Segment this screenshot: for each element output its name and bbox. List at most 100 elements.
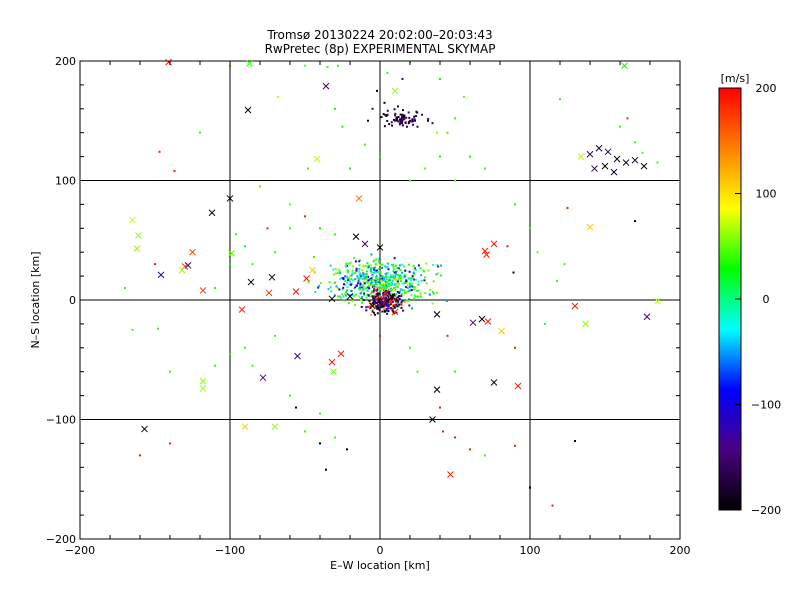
data-point-dot xyxy=(352,272,355,275)
data-point-dot xyxy=(367,265,370,268)
data-point-dot xyxy=(319,412,321,415)
data-point-cross xyxy=(322,82,330,90)
data-point-dot xyxy=(370,253,373,256)
data-point-dot xyxy=(377,258,380,261)
data-point-dot xyxy=(414,278,417,281)
data-point-dot xyxy=(386,302,389,305)
data-point-dot xyxy=(369,305,372,308)
data-point-dot xyxy=(359,276,362,279)
data-point-dot xyxy=(419,295,422,298)
data-point-dot xyxy=(385,309,388,312)
data-point-dot xyxy=(349,261,352,264)
data-point-dot xyxy=(381,310,384,313)
data-point-dot xyxy=(391,300,394,303)
data-point-dot xyxy=(332,273,335,276)
data-point-dot xyxy=(317,286,320,289)
data-point-cross xyxy=(178,266,186,274)
data-point-cross xyxy=(601,162,609,170)
data-point-dot xyxy=(386,265,389,268)
data-point-dot xyxy=(378,300,381,303)
data-point-cross xyxy=(591,165,598,172)
data-point-dot xyxy=(382,299,385,302)
data-point-cross xyxy=(361,240,369,248)
data-point-dot xyxy=(339,272,342,275)
data-point-dot xyxy=(397,277,400,280)
data-point-dot xyxy=(375,305,378,308)
data-point-dot xyxy=(529,486,531,489)
data-point-dot xyxy=(154,263,156,266)
colorbar: [m/s] 200 100 0 −100 −200 xyxy=(718,72,781,517)
data-point-dot xyxy=(351,272,354,275)
data-point-dot xyxy=(400,288,403,291)
data-point-dot xyxy=(469,155,471,158)
data-point-dot xyxy=(304,215,306,218)
data-point-dot xyxy=(373,283,376,286)
data-point-dot xyxy=(370,295,373,298)
data-point-dot xyxy=(354,260,357,263)
data-point-dot xyxy=(376,271,379,274)
data-point-dot xyxy=(319,442,321,445)
data-point-cross xyxy=(268,273,276,281)
data-point-dot xyxy=(395,264,398,267)
data-point-dot xyxy=(364,264,367,267)
data-point-dot xyxy=(411,120,414,123)
data-point-dot xyxy=(344,275,347,278)
data-point-dot xyxy=(445,299,448,302)
data-point-cross xyxy=(244,106,252,114)
data-point-dot xyxy=(353,294,356,297)
data-point-dot xyxy=(403,114,406,117)
data-point-dot xyxy=(529,227,531,230)
data-point-dot xyxy=(405,299,408,302)
data-point-dot xyxy=(398,297,401,300)
data-point-dot xyxy=(397,274,400,277)
data-point-dot xyxy=(341,288,344,291)
data-point-dot xyxy=(356,284,359,287)
data-point-dot xyxy=(359,283,362,286)
x-tick-label: 100 xyxy=(520,544,541,557)
data-point-dot xyxy=(390,301,393,304)
data-point-dot xyxy=(386,285,389,288)
data-point-dot xyxy=(412,264,415,267)
data-point-dot xyxy=(401,282,404,285)
data-point-dot xyxy=(383,277,386,280)
data-point-dot xyxy=(626,117,629,120)
data-point-dot xyxy=(333,294,336,297)
data-point-cross xyxy=(238,306,246,313)
data-point-dot xyxy=(362,275,365,278)
data-point-cross xyxy=(135,232,142,239)
data-point-dot xyxy=(363,292,366,295)
data-point-dot xyxy=(325,468,327,471)
data-point-dot xyxy=(416,370,419,373)
data-point-dot xyxy=(355,267,358,270)
data-point-dot xyxy=(384,300,387,303)
data-point-dot xyxy=(377,308,380,311)
data-point-dot xyxy=(338,270,341,273)
data-point-cross xyxy=(582,320,589,328)
data-point-dot xyxy=(385,284,388,287)
data-point-dot xyxy=(376,89,378,92)
data-point-dot xyxy=(392,274,395,277)
data-point-dot xyxy=(332,268,335,271)
data-point-dot xyxy=(364,275,367,278)
data-point-dot xyxy=(395,303,398,306)
data-point-dot xyxy=(341,125,344,128)
data-point-dot xyxy=(446,334,449,337)
data-point-dot xyxy=(375,278,378,281)
data-point-dot xyxy=(139,454,141,457)
data-point-dot xyxy=(425,262,428,265)
x-tick-label: −200 xyxy=(65,544,95,557)
data-point-dot xyxy=(365,273,368,276)
data-point-dot xyxy=(372,278,375,281)
data-point-dot xyxy=(361,301,364,304)
data-point-cross xyxy=(376,244,384,251)
data-point-dot xyxy=(131,328,134,331)
data-point-dot xyxy=(386,294,389,297)
data-point-dot xyxy=(396,270,399,273)
data-point-dot xyxy=(274,334,276,337)
data-point-dot xyxy=(416,125,419,128)
data-point-dot xyxy=(439,264,442,267)
data-point-dot xyxy=(407,263,410,266)
data-point-cross xyxy=(309,266,316,274)
data-point-dot xyxy=(251,364,254,367)
data-point-dot xyxy=(416,111,419,114)
